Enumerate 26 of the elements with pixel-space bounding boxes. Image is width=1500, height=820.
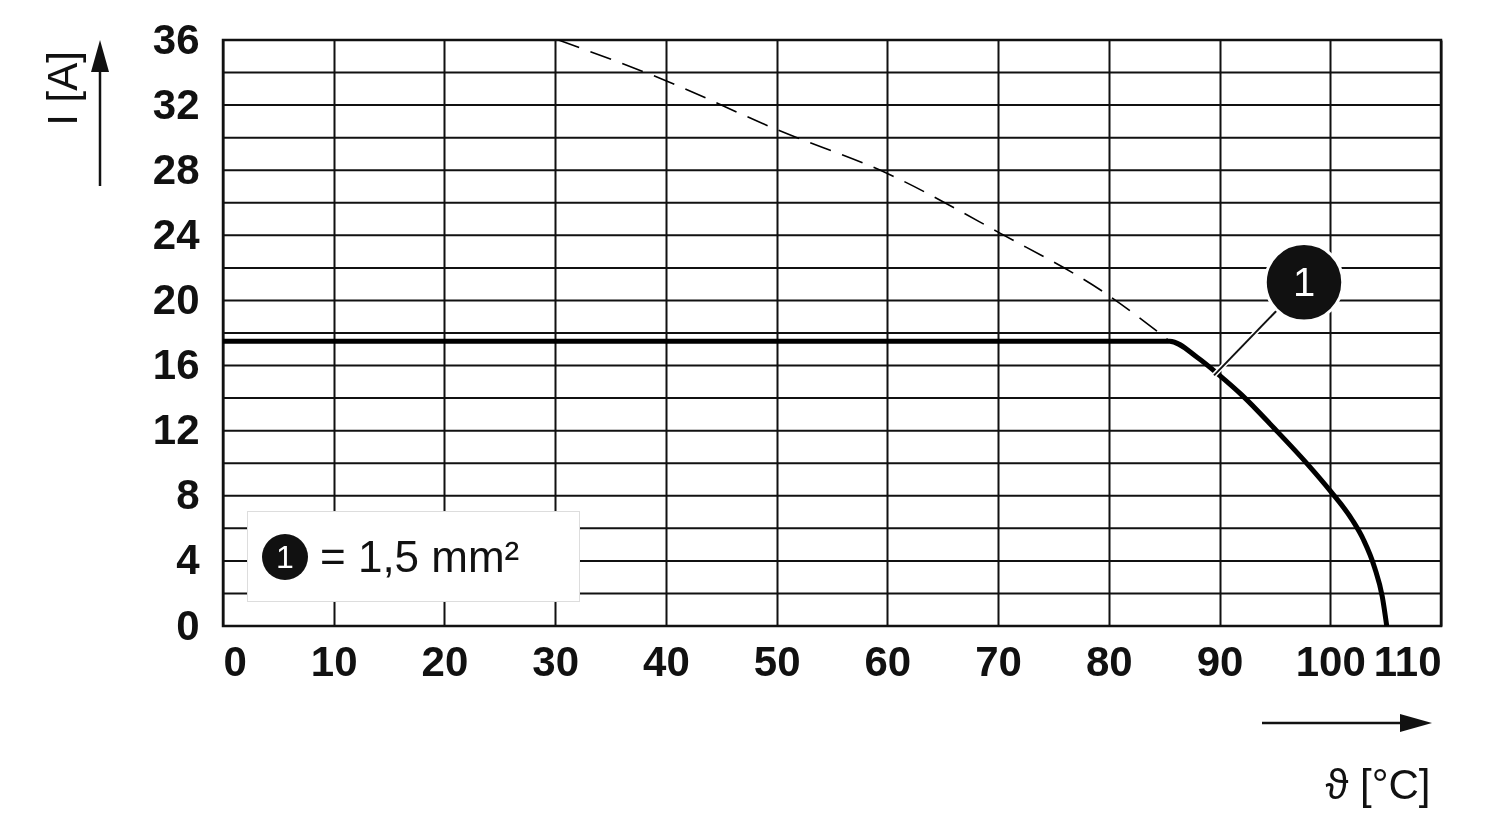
x-tick-label: 110 xyxy=(1373,637,1442,685)
x-tick-label: 70 xyxy=(975,637,1022,685)
y-tick-label: 20 xyxy=(152,275,200,323)
y-tick-label: 4 xyxy=(176,536,201,584)
x-tick-label: 0 xyxy=(223,637,247,685)
annotation: 1 xyxy=(1292,260,1316,305)
x-tick-label: 10 xyxy=(310,637,358,685)
x-tick-label: 50 xyxy=(753,637,801,685)
y-tick-label: 36 xyxy=(152,15,200,63)
x-tick-label: 90 xyxy=(1196,637,1244,685)
y-tick-label: 24 xyxy=(152,210,201,258)
y-tick-label: 16 xyxy=(152,341,200,389)
y-tick-label: 8 xyxy=(176,471,200,519)
x-tick-label: 80 xyxy=(1085,637,1133,685)
y-tick-label: 32 xyxy=(152,80,200,128)
x-tick-label: 60 xyxy=(864,637,912,685)
y-tick-label: 12 xyxy=(152,406,200,454)
x-axis-title: ϑ [°C] xyxy=(1325,760,1431,808)
y-tick-label: 0 xyxy=(176,601,200,649)
x-tick-label: 100 xyxy=(1295,637,1366,685)
x-tick-label: 20 xyxy=(421,637,469,685)
y-tick-label: 28 xyxy=(152,145,200,193)
y-axis-title: I [A] xyxy=(38,51,86,126)
annotation: 1 = 1,5 mm² xyxy=(275,531,520,582)
x-tick-label: 40 xyxy=(643,637,690,685)
x-tick-label: 30 xyxy=(532,637,580,685)
